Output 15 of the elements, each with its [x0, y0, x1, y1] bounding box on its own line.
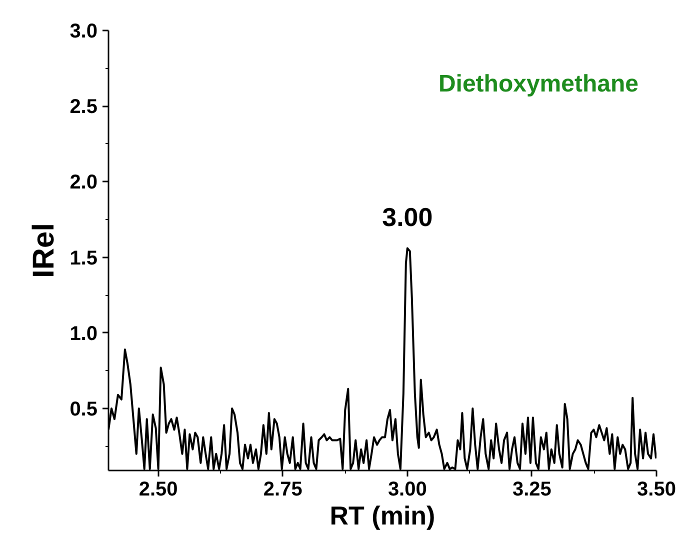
y-axis-title: IRel: [28, 222, 61, 278]
x-tick-label: 3.25: [512, 478, 552, 500]
x-tick-label: 3.00: [388, 478, 427, 500]
y-tick-label: 3.0: [70, 20, 98, 42]
annotation: 3.00: [382, 202, 433, 232]
x-tick-label: 3.50: [637, 478, 676, 500]
x-tick-label: 2.50: [138, 478, 178, 500]
y-tick-label: 2.5: [70, 96, 98, 118]
annotation: Diethoxymethane: [438, 70, 639, 98]
y-tick-label: 1.5: [70, 247, 98, 270]
y-tick-label: 1.0: [70, 322, 98, 345]
x-tick-label: 2.75: [263, 478, 302, 500]
x-axis-title: RT (min): [330, 500, 436, 530]
y-tick-label: 0.5: [70, 398, 98, 421]
y-tick-label: 2.0: [70, 172, 98, 194]
